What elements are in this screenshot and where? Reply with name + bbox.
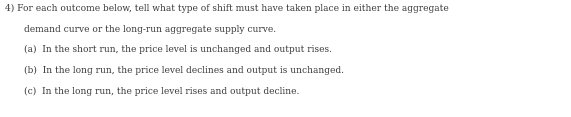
Text: demand curve or the long-run aggregate supply curve.: demand curve or the long-run aggregate s… xyxy=(24,25,276,34)
Text: 4) For each outcome below, tell what type of shift must have taken place in eith: 4) For each outcome below, tell what typ… xyxy=(5,4,448,13)
Text: (a)  In the short run, the price level is unchanged and output rises.: (a) In the short run, the price level is… xyxy=(24,44,332,54)
Text: (c)  In the long run, the price level rises and output decline.: (c) In the long run, the price level ris… xyxy=(24,87,299,96)
Text: (b)  In the long run, the price level declines and output is unchanged.: (b) In the long run, the price level dec… xyxy=(24,66,344,75)
